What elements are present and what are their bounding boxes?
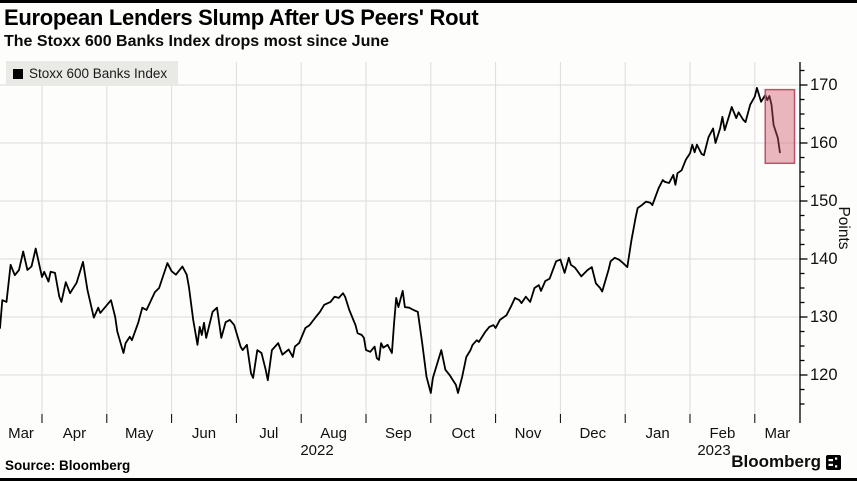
bottom-border-rule	[0, 478, 857, 481]
y-axis-tick-label: 130	[810, 308, 838, 326]
x-axis-month-label: Oct	[451, 425, 475, 442]
x-axis-month-label: Dec	[579, 425, 607, 442]
slump-highlight-box	[764, 88, 796, 165]
x-axis-year-label: 2023	[697, 442, 731, 459]
bloomberg-branding: Bloomberg	[731, 452, 841, 472]
chart-subtitle: The Stoxx 600 Banks Index drops most sin…	[4, 33, 390, 50]
chart-title: European Lenders Slump After US Peers' R…	[4, 5, 479, 30]
y-axis-tick-label: 140	[810, 250, 838, 268]
x-axis-month-label: Mar	[764, 425, 791, 442]
legend-series-label: Stoxx 600 Banks Index	[29, 66, 168, 81]
y-axis-title: Points	[835, 206, 852, 250]
x-axis-month-label: Apr	[62, 425, 87, 442]
x-axis-month-label: Jan	[645, 425, 670, 442]
source-note: Source: Bloomberg	[5, 458, 131, 473]
x-axis-year-label: 2022	[300, 442, 334, 459]
price-line	[0, 87, 781, 394]
x-axis-month-label: Mar	[8, 425, 34, 442]
bloomberg-wordmark: Bloomberg	[731, 452, 821, 471]
y-axis-tick-label: 160	[810, 134, 838, 152]
x-axis-month-label: Sep	[385, 425, 412, 442]
x-axis-month-label: Jun	[191, 425, 217, 442]
x-axis-month-label: May	[125, 425, 154, 442]
y-axis-tick-label: 150	[810, 192, 838, 210]
x-axis-month-label: Nov	[514, 425, 542, 442]
bloomberg-logo-icon	[826, 454, 841, 470]
legend-series-marker	[13, 68, 23, 79]
top-border-rule	[0, 0, 857, 3]
y-axis-tick-label: 120	[810, 366, 838, 384]
x-axis-month-label: Jul	[259, 425, 279, 442]
y-axis-tick-label: 170	[810, 76, 838, 94]
legend: Stoxx 600 Banks Index	[6, 61, 179, 86]
x-axis-month-label: Feb	[709, 425, 736, 442]
x-axis-month-label: Aug	[320, 425, 347, 442]
